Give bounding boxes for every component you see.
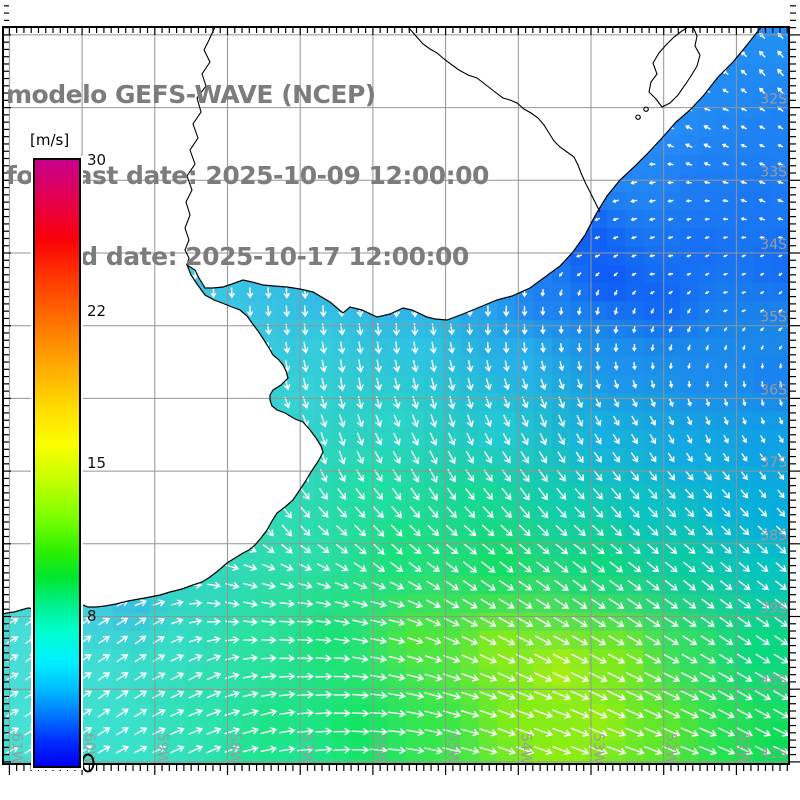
- lon-label: 59W: [154, 733, 170, 765]
- colorbar-tick: 22: [87, 302, 107, 320]
- lat-label: 36S: [760, 382, 787, 398]
- lon-label: 53W: [590, 733, 606, 765]
- lat-label: 33S: [760, 164, 787, 180]
- colorbar-tick: 8: [87, 607, 97, 625]
- river-uruguay: [184, 26, 216, 266]
- model-name: modelo GEFS-WAVE (NCEP): [6, 80, 376, 109]
- lon-label: 55W: [445, 733, 461, 765]
- lat-label: 41S: [760, 746, 787, 762]
- lat-label: 38S: [760, 528, 787, 544]
- colorbar: [31, 156, 83, 770]
- lon-label: 56W: [372, 733, 388, 765]
- axis-ticks: [4, 5, 800, 775]
- latlon-gridlines: [3, 27, 789, 764]
- lat-label: 37S: [760, 455, 787, 471]
- forecast-date: forecast date: 2025-10-09 12:00:00: [6, 161, 489, 190]
- lat-label: 32S: [760, 92, 787, 108]
- lon-label: 58W: [227, 733, 243, 765]
- lon-label: 61W: [8, 733, 24, 765]
- lon-label: 54W: [517, 733, 533, 765]
- country-border: [407, 26, 601, 213]
- lon-label: 57W: [299, 733, 315, 765]
- lon-label: 52W: [663, 733, 679, 765]
- figure-title: modelo GEFS-WAVE (NCEP) forecast date: 2…: [6, 27, 489, 324]
- colorbar-tick: 15: [87, 454, 107, 472]
- lat-label: 40S: [760, 673, 787, 689]
- colorbar-unit-label: [m/s]: [30, 131, 70, 149]
- coastline: [2, 25, 763, 615]
- lon-label: 51W: [735, 733, 751, 765]
- lat-label: 34S: [760, 237, 787, 253]
- colorbar-tick: 30: [87, 151, 107, 169]
- lat-label: 35S: [760, 310, 787, 326]
- lat-label: 39S: [760, 601, 787, 617]
- map-border: [2, 26, 790, 765]
- coastal-lagoon: [635, 26, 701, 120]
